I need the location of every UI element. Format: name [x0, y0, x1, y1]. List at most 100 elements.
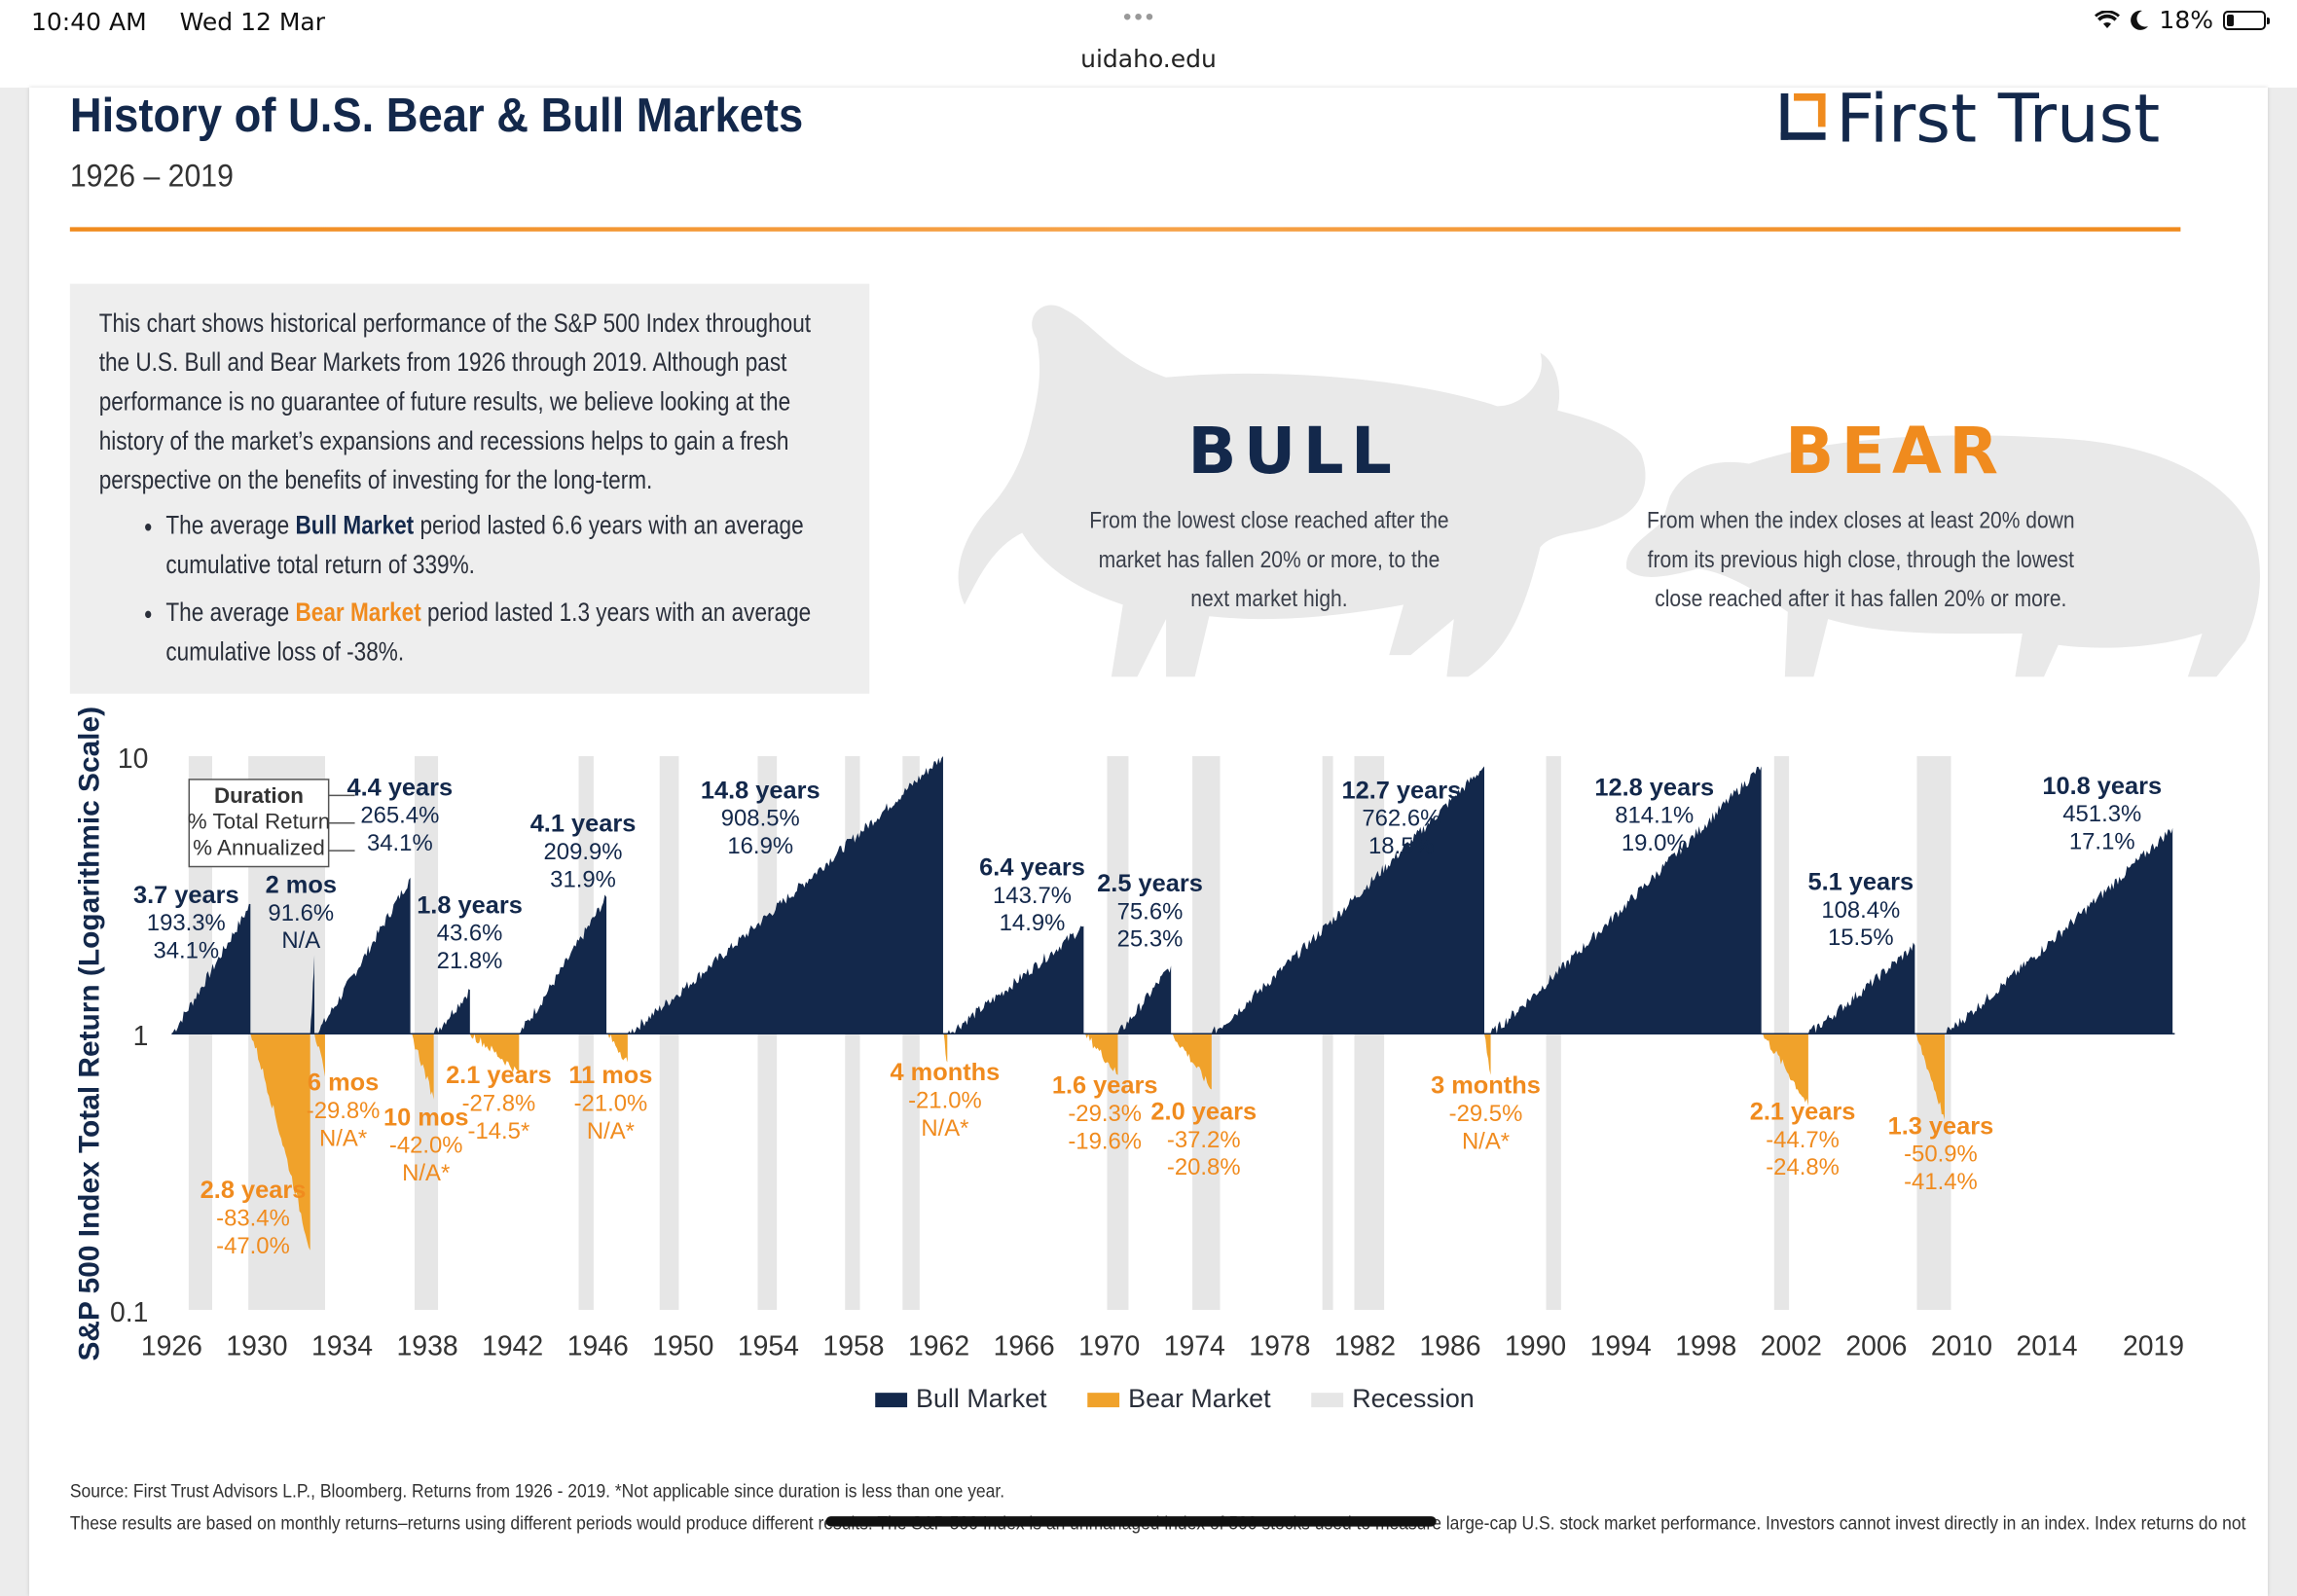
bear-return-label: -83.4%	[216, 1205, 290, 1231]
bear-duration-label: 2.1 years	[1750, 1098, 1856, 1125]
bull-annualized-label: N/A	[281, 927, 320, 954]
bull-annualized-label: 17.1%	[2069, 829, 2135, 855]
bear-market-term: Bear Market	[295, 598, 421, 628]
bear-heading: BEAR	[1785, 415, 2006, 490]
status-left: 10:40 AM Wed 12 Mar	[31, 8, 350, 36]
bull-duration-label: 5.1 years	[1807, 868, 1914, 895]
legend-recession: Recession	[1311, 1384, 1475, 1414]
bear-annualized-label: N/A*	[402, 1160, 450, 1186]
first-trust-logo: First Trust	[1780, 88, 2160, 166]
y-tick-label: 10	[118, 744, 149, 775]
bear-duration-label: 10 mos	[383, 1104, 468, 1131]
bear-market-area	[1761, 1034, 1808, 1106]
bull-duration-label: 1.8 years	[417, 891, 523, 919]
bull-market-area	[1211, 766, 1484, 1034]
x-tick-label: 1994	[1590, 1330, 1652, 1361]
bull-annualized-label: 15.5%	[1828, 925, 1894, 951]
x-tick-label: 2006	[1845, 1330, 1907, 1361]
x-tick-label: 1990	[1505, 1330, 1566, 1361]
intro-paragraph: This chart shows historical performance …	[98, 308, 812, 495]
x-tick-label: 1930	[226, 1330, 287, 1361]
legend-bear: Bear Market	[1087, 1384, 1271, 1414]
bull-return-label: 908.5%	[721, 806, 800, 832]
status-date: Wed 12 Mar	[179, 8, 326, 36]
x-tick-label: 1946	[567, 1330, 629, 1361]
bear-annualized-label: N/A*	[319, 1125, 367, 1151]
bull-duration-label: 12.7 years	[1341, 777, 1461, 804]
bear-return-label: -29.3%	[1068, 1101, 1142, 1127]
moon-icon	[2131, 10, 2149, 30]
bear-annualized-label: -20.8%	[1167, 1154, 1241, 1180]
bull-duration-label: 3.7 years	[133, 882, 239, 909]
bull-return-label: 451.3%	[2062, 801, 2141, 827]
bull-return-label: 75.6%	[1117, 898, 1184, 925]
y-axis-label: S&P 500 Index Total Return (Logarithmic …	[74, 707, 106, 1361]
bull-market-area	[310, 955, 315, 1034]
market-chart: 10 1 0.1S&P 500 Index Total Return (Logari…	[74, 305, 2261, 1361]
bull-return-label: 265.4%	[360, 803, 439, 829]
bull-market-area	[947, 925, 1084, 1034]
bull-heading: BULL	[1187, 415, 1400, 490]
bear-annualized-label: -19.6%	[1068, 1128, 1142, 1154]
battery-percent: 18%	[2159, 6, 2213, 34]
bear-definition: From when the index closes at least 20% …	[1647, 509, 2075, 613]
status-bar: 10:40 AM Wed 12 Mar ••• uidaho.edu 18%	[0, 0, 2297, 88]
bull-annualized-label: 18.5%	[1368, 833, 1435, 859]
wifi-icon	[2095, 10, 2121, 28]
bull-return-label: 91.6%	[268, 900, 334, 926]
bear-market-area	[942, 1034, 948, 1063]
bull-bear-silhouette-icon	[958, 305, 2261, 677]
bull-definition: From the lowest close reached after the …	[1089, 509, 1449, 613]
bull-market-area	[1490, 766, 1762, 1034]
bear-duration-label: 2.1 years	[446, 1062, 552, 1089]
bear-annualized-label: N/A*	[587, 1118, 635, 1144]
bull-annualized-label: 14.9%	[1000, 910, 1066, 936]
bear-duration-label: 11 mos	[568, 1062, 652, 1089]
bear-duration-label: 6 mos	[308, 1070, 379, 1097]
x-tick-label: 1986	[1419, 1330, 1480, 1361]
x-tick-label: 1950	[652, 1330, 713, 1361]
x-tick-label: 1966	[994, 1330, 1055, 1361]
x-tick-label: 2019	[2123, 1330, 2184, 1361]
home-indicator[interactable]	[825, 1516, 1437, 1527]
bear-return-label: -29.5%	[1449, 1101, 1523, 1127]
bull-return-label: 209.9%	[544, 839, 623, 865]
x-tick-label: 1998	[1675, 1330, 1736, 1361]
bear-return-label: -44.7%	[1766, 1127, 1840, 1153]
bull-annualized-label: 34.1%	[367, 830, 433, 856]
bear-return-label: -21.0%	[908, 1087, 982, 1113]
header-divider	[69, 227, 2181, 232]
x-tick-label: 1982	[1334, 1330, 1396, 1361]
bear-annualized-label: -14.5*	[468, 1118, 530, 1144]
bull-return-label: 43.6%	[437, 921, 503, 947]
x-tick-label: 1962	[908, 1330, 969, 1361]
duration-key-box	[188, 779, 330, 868]
page-title: History of U.S. Bear & Bull Markets	[69, 88, 804, 142]
bear-return-label: -29.8%	[307, 1098, 381, 1124]
bear-annualized-label: N/A*	[1462, 1128, 1510, 1154]
bear-annualized-label: -47.0%	[216, 1233, 290, 1259]
bull-return-label: 108.4%	[1821, 897, 1900, 924]
legend-bull: Bull Market	[875, 1384, 1046, 1414]
x-tick-label: 1974	[1164, 1330, 1225, 1361]
multitasking-dots-icon[interactable]: •••	[1123, 4, 1157, 30]
status-time: 10:40 AM	[31, 8, 147, 36]
chart-legend: Bull Market Bear Market Recession	[875, 1384, 1514, 1414]
x-tick-label: 1954	[738, 1330, 799, 1361]
bull-duration-label: 10.8 years	[2042, 773, 2162, 800]
intro-bullets: The average Bull Market period lasted 6.…	[99, 506, 841, 671]
bear-market-area	[469, 1034, 520, 1073]
bull-return-label: 814.1%	[1615, 803, 1694, 829]
bull-annualized-label: 31.9%	[550, 866, 616, 892]
bull-annualized-label: 16.9%	[727, 833, 793, 859]
bull-duration-label: 4.4 years	[347, 774, 454, 801]
address-url[interactable]: uidaho.edu	[1080, 45, 1217, 73]
duration-key-label: % Total Return	[188, 810, 330, 834]
bear-market-area	[314, 1034, 325, 1077]
intro-bullet-bull: The average Bull Market period lasted 6.…	[165, 506, 817, 585]
intro-bullet-bear: The average Bear Market period lasted 1.…	[165, 594, 817, 672]
bull-annualized-label: 25.3%	[1117, 926, 1184, 953]
bull-return-label: 193.3%	[147, 910, 226, 936]
bear-market-area	[606, 1034, 628, 1063]
bear-return-label: -27.8%	[462, 1090, 536, 1116]
